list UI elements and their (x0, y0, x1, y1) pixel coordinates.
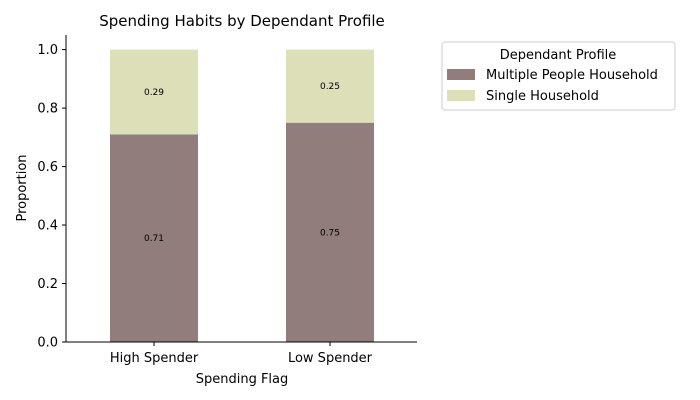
legend-swatch (447, 69, 475, 80)
legend-label: Single Household (486, 89, 599, 104)
legend: Dependant Profile Multiple People Househ… (441, 41, 676, 111)
legend-title: Dependant Profile (500, 48, 617, 63)
y-tick-label: 0.4 (37, 219, 58, 234)
y-ticks: 0.0 0.2 0.4 0.6 0.8 1.0 (37, 43, 66, 351)
chart-title: Spending Habits by Dependant Profile (99, 12, 385, 30)
x-tick-label: Low Spender (288, 351, 373, 366)
data-label: 0.25 (320, 82, 340, 92)
legend-items: Multiple People Household Single Househol… (447, 68, 658, 104)
data-label: 0.75 (320, 228, 340, 238)
x-axis-label: Spending Flag (196, 372, 289, 387)
y-tick-label: 1.0 (37, 43, 58, 58)
legend-swatch (447, 90, 475, 101)
y-tick-label: 0.6 (37, 160, 58, 175)
y-tick-label: 0.0 (37, 336, 58, 351)
data-label: 0.29 (144, 88, 164, 98)
x-ticks: High Spender Low Spender (110, 342, 373, 366)
legend-label: Multiple People Household (486, 68, 658, 83)
x-tick-label: High Spender (110, 351, 199, 366)
bar-segment (286, 49, 374, 123)
y-tick-label: 0.8 (37, 102, 58, 117)
plot-area: 0.71 0.29 0.75 0.25 (110, 49, 374, 342)
bar-segment (110, 49, 198, 135)
bar-segment (286, 122, 374, 342)
data-label: 0.71 (144, 234, 164, 244)
legend-box (441, 41, 676, 111)
bar-segment (110, 134, 198, 342)
y-tick-label: 0.2 (37, 277, 58, 292)
y-axis-label: Proportion (15, 154, 30, 221)
